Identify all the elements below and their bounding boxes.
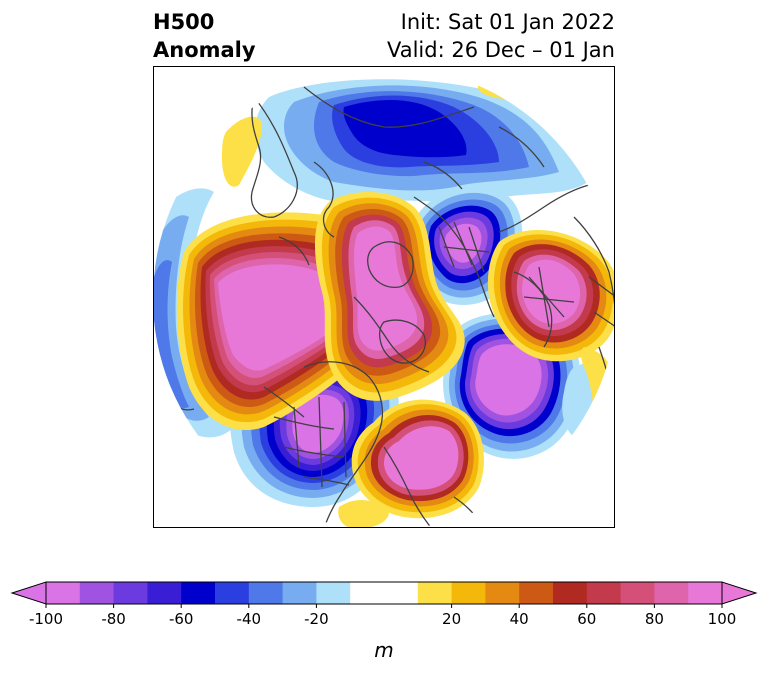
title-init-date: Init: Sat 01 Jan 2022	[400, 10, 615, 34]
title-anomaly: Anomaly	[153, 38, 256, 62]
positive-anomaly-polar	[314, 191, 465, 401]
colorbar-tick-label: 60	[577, 610, 596, 628]
colorbar-tick-label: -40	[237, 610, 262, 628]
colorbar-bin	[417, 582, 453, 604]
colorbar-extend-high	[721, 581, 758, 605]
colorbar-bin	[485, 582, 520, 604]
positive-anomaly-east	[487, 230, 614, 362]
title-variable: H500	[153, 10, 215, 34]
colorbar-tick-label: -20	[304, 610, 329, 628]
colorbar-bin	[215, 582, 250, 604]
colorbar-bin	[586, 582, 622, 604]
colorbar-tick-label: -60	[169, 610, 194, 628]
colorbar-bin	[147, 582, 182, 604]
map-panel	[153, 66, 615, 528]
colorbar-tick-label: 100	[708, 610, 737, 628]
colorbar-bin	[519, 582, 554, 604]
colorbar-bin	[350, 582, 419, 604]
colorbar-ticks: -100 -80 -60 -40 -20 20 40 60 80 100	[29, 604, 736, 628]
colorbar-bin	[451, 582, 486, 604]
colorbar-bin	[79, 582, 115, 604]
map-title-left: H500 Anomaly	[153, 8, 256, 64]
colorbar-graphic: -100 -80 -60 -40 -20 20 40 60 80 100 m	[10, 581, 758, 662]
colorbar-tick-label: -100	[29, 610, 63, 628]
anomaly-map	[154, 67, 614, 527]
colorbar-unit-label: m	[374, 638, 393, 662]
title-valid-range: Valid: 26 Dec – 01 Jan	[386, 38, 615, 62]
colorbar-bin	[553, 582, 588, 604]
colorbar-bin	[620, 582, 655, 604]
anomaly-field	[154, 67, 614, 527]
map-title-right: Init: Sat 01 Jan 2022 Valid: 26 Dec – 01…	[387, 8, 615, 64]
colorbar-bin	[688, 582, 723, 604]
colorbar-bin	[113, 582, 148, 604]
negative-anomaly-north	[254, 79, 594, 203]
colorbar-bin	[46, 582, 81, 604]
colorbar-tick-label: 40	[510, 610, 529, 628]
colorbar-bin	[248, 582, 284, 604]
colorbar-outline	[45, 581, 723, 605]
colorbar-tick-label: -80	[101, 610, 126, 628]
colorbar-tick-label: 80	[645, 610, 664, 628]
colorbar-tick-label: 20	[442, 610, 461, 628]
colorbar-bin	[282, 582, 317, 604]
colorbar-bin	[316, 582, 351, 604]
colorbar-bins	[10, 581, 758, 605]
colorbar-extend-low	[10, 581, 47, 605]
colorbar-bin	[181, 582, 216, 604]
colorbar: -100 -80 -60 -40 -20 20 40 60 80 100 m	[0, 570, 768, 670]
colorbar-bin	[654, 582, 689, 604]
positive-anomaly-atlantic	[351, 399, 484, 519]
